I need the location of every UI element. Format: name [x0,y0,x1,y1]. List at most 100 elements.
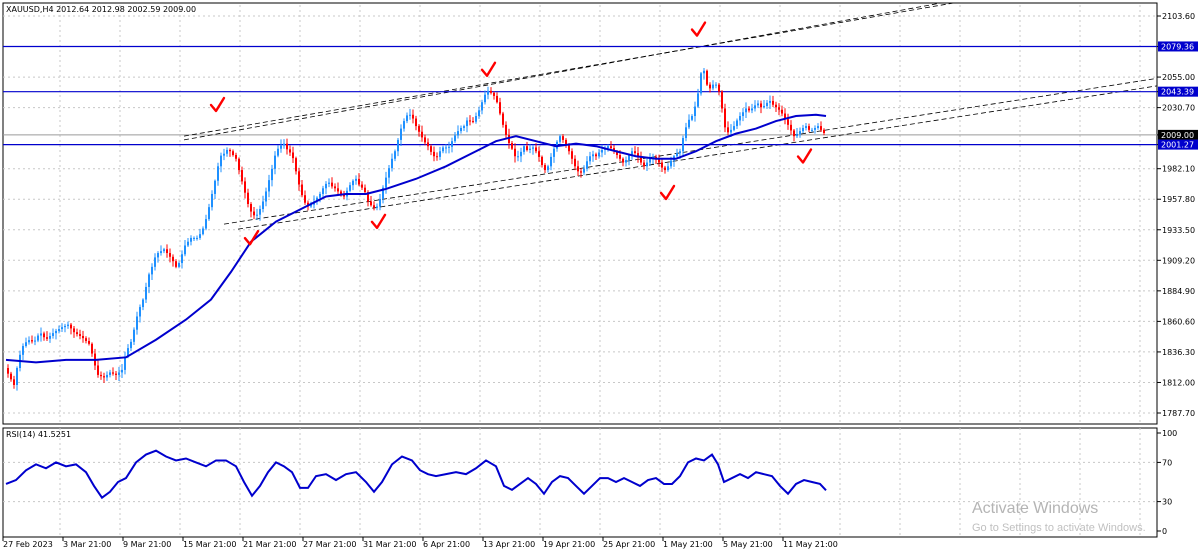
candle-body [487,90,489,95]
candle-body [370,201,372,206]
candle-body [13,379,15,385]
candle-body [763,105,765,108]
candle-body [268,180,270,192]
candle-body [133,329,135,342]
candle-body [220,155,222,167]
candle-body [817,126,819,128]
candle-body [760,103,762,108]
candle-body [781,109,783,114]
candle-body [616,151,618,155]
candle-body [769,100,771,103]
candle-body [88,340,90,344]
candle-body [76,332,78,335]
price-tick-label: 1909.20 [1162,256,1195,265]
level-price-tag [1158,139,1198,150]
candle-body [418,126,420,132]
candle-body [292,152,294,159]
candle-body [355,178,357,181]
candle-body [577,166,579,172]
candle-body [589,156,591,162]
check-mark [480,61,497,77]
candle-body [493,92,495,96]
candle-body [331,182,333,187]
candle-body [40,333,42,336]
candle-body [322,188,324,194]
candle-body [442,147,444,152]
candle-body [172,256,174,262]
candle-body [481,102,483,111]
candle-body [142,299,144,308]
time-tick-label: 11 May 21:00 [783,540,838,549]
rsi-tick-label: 0 [1162,527,1167,536]
candle-body [682,138,684,152]
candle-body [631,151,633,155]
candle-body [217,166,219,181]
candle-body [613,148,615,152]
time-tick-label: 31 Mar 21:00 [363,540,416,549]
candle-body [28,340,30,343]
trend-line [237,85,1157,230]
candle-body [691,116,693,120]
candle-body [46,337,48,339]
candle-body [364,187,366,193]
candle-body [70,324,72,329]
candle-body [784,113,786,120]
candle-body [508,134,510,144]
candle-body [100,374,102,377]
candle-body [103,376,105,378]
candle-body [382,187,384,199]
candle-body [748,108,750,111]
check-mark [370,213,387,230]
price-tick-label: 1933.50 [1162,226,1195,235]
candle-body [238,158,240,171]
candle-body [409,114,411,116]
candle-body [151,266,153,275]
candle-body [385,177,387,188]
candle-body [634,151,636,154]
candle-body [661,162,663,168]
candle-body [553,148,555,157]
candle-body [271,168,273,181]
candle-body [265,191,267,202]
candle-body [430,146,432,152]
candle-body [499,102,501,114]
candle-body [118,372,120,375]
candle-body [529,148,531,150]
price-tick-label: 1787.70 [1162,409,1195,418]
candle-body [157,253,159,258]
candle-body [736,120,738,127]
candle-body [412,114,414,119]
candle-body [199,234,201,238]
candle-body [469,120,471,122]
candle-body [676,153,678,157]
price-tick-label: 2030.70 [1162,104,1195,113]
candle-body [166,249,168,254]
candle-body [310,204,312,207]
check-mark [690,21,707,37]
check-mark [209,96,226,113]
candle-body [7,368,9,374]
candle-body [820,126,822,130]
candle-body [349,185,351,191]
candle-body [517,156,519,158]
candle-body [34,340,36,342]
candle-body [445,147,447,149]
candle-body [793,130,795,137]
activate-windows-title: Activate Windows [972,500,1099,517]
candle-body [316,197,318,202]
candle-body [496,95,498,103]
candle-body [778,107,780,110]
candle-body [115,373,117,375]
candle-body [721,91,723,109]
candle-body [580,171,582,173]
candle-body [625,160,627,163]
trend-lines [183,3,1157,230]
time-axis: 27 Feb 2023 3 Mar 21:00 9 Mar 21:00 15 Mar … [2,537,838,549]
candle-body [277,148,279,156]
candle-body [328,182,330,184]
candle-body [538,151,540,157]
grid [2,2,1158,538]
price-axis: 2103.60 2079.36 2055.00 2043.39 2030.70 2009.… [1157,12,1198,418]
